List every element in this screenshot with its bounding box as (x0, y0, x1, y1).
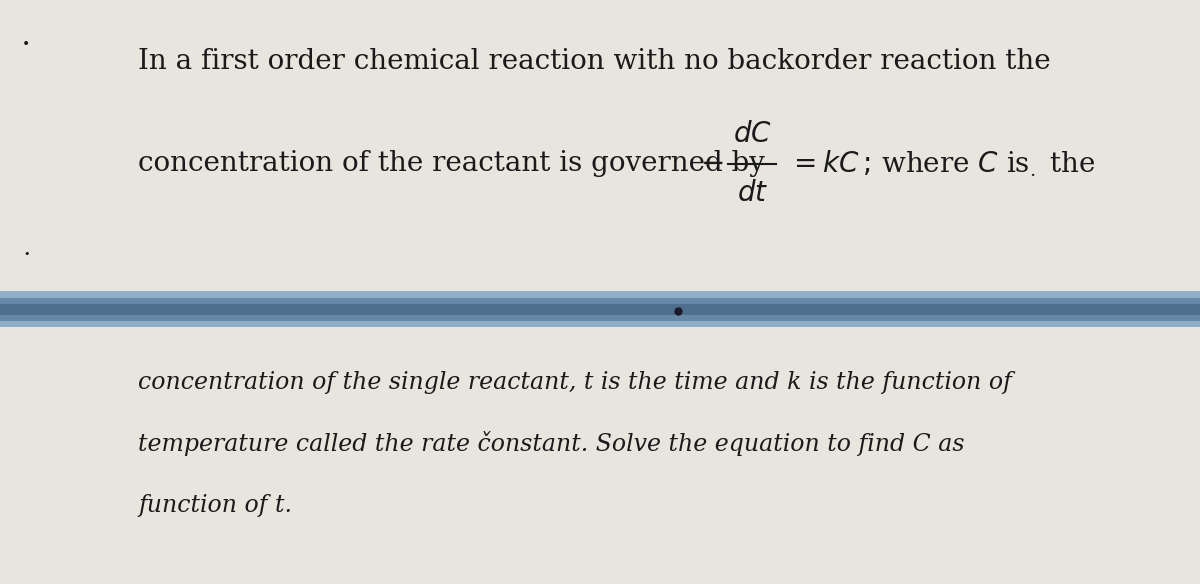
Text: •: • (23, 37, 30, 51)
Bar (0, 308, 1200, 315)
Text: $dC$: $dC$ (733, 120, 772, 148)
Bar (0, 297, 1200, 304)
Bar (0, 320, 1200, 327)
Bar (0, 291, 1200, 298)
Text: concentration of the single reactant, t is the time and k is the function of: concentration of the single reactant, t … (138, 371, 1012, 394)
Bar (0, 303, 1200, 310)
Bar (0, 314, 1200, 321)
Text: function of t.: function of t. (138, 493, 292, 517)
Text: $-$: $-$ (701, 149, 724, 177)
Text: In a first order chemical reaction with no backorder reaction the: In a first order chemical reaction with … (138, 48, 1051, 75)
Bar (0, 295, 1200, 327)
Text: $dt$: $dt$ (737, 179, 768, 207)
Text: temperature called the rate čonstant. Solve the equation to find C as: temperature called the rate čonstant. So… (138, 432, 965, 456)
Text: $= kC\,;\,$where $C$ is$_{\mathregular{.}}$ the: $= kC\,;\,$where $C$ is$_{\mathregular{.… (788, 148, 1096, 179)
Text: concentration of the reactant is governed by: concentration of the reactant is governe… (138, 150, 792, 177)
Text: •: • (23, 249, 30, 259)
